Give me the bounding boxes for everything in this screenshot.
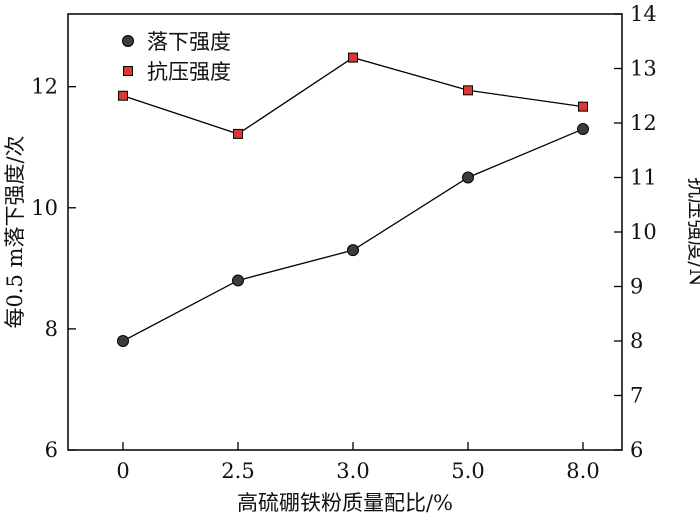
data-point-drop-strength [347, 244, 359, 257]
x-tick-label: 5.0 [451, 459, 484, 483]
left-y-tick-label: 6 [45, 438, 58, 462]
data-point-compressive-strength [118, 90, 128, 101]
left-y-tick-label: 12 [31, 75, 58, 99]
right-y-tick-label: 9 [630, 275, 643, 299]
data-point-compressive-strength [348, 52, 358, 63]
legend-label: 落下强度 [147, 30, 231, 54]
right-y-tick-label: 13 [630, 57, 657, 81]
data-point-drop-strength [577, 123, 589, 136]
data-point-compressive-strength [463, 85, 473, 96]
legend-marker-circle [122, 35, 134, 47]
right-y-tick-label: 14 [630, 2, 657, 26]
right-y-tick-label: 7 [630, 384, 643, 408]
data-point-drop-strength [232, 274, 244, 287]
x-tick-label: 2.5 [221, 459, 254, 483]
right-y-tick-label: 8 [630, 329, 643, 353]
x-tick-label: 8.0 [566, 459, 599, 483]
ticks-layer: 0 2.5 3.0 5.0 8.0 6 8 10 12 6 7 8 9 10 11 12 13 14 [31, 2, 656, 483]
right-y-tick-label: 11 [630, 166, 657, 190]
left-y-tick-label: 8 [45, 317, 58, 341]
x-tick-label: 3.0 [336, 459, 369, 483]
legend-marker-square [123, 66, 133, 76]
data-point-compressive-strength [578, 101, 588, 112]
left-y-tick-label: 10 [31, 196, 58, 220]
legend-label: 抗压强度 [147, 60, 231, 84]
right-y-tick-label: 10 [630, 220, 657, 244]
series-line-drop-strength [122, 128, 584, 342]
x-tick-label: 0 [116, 459, 129, 483]
right-y-axis-title: 抗压强度/N [685, 177, 700, 286]
right-y-tick-label: 6 [630, 438, 643, 462]
series-layer [117, 52, 589, 347]
left-y-axis-title: 每0.5 m落下强度/次 [3, 135, 27, 328]
x-axis-title: 高硫硼铁粉质量配比/% [237, 491, 453, 515]
data-point-drop-strength [117, 335, 129, 347]
data-point-drop-strength [462, 171, 474, 184]
data-point-compressive-strength [233, 128, 243, 139]
right-y-tick-label: 12 [630, 111, 657, 135]
